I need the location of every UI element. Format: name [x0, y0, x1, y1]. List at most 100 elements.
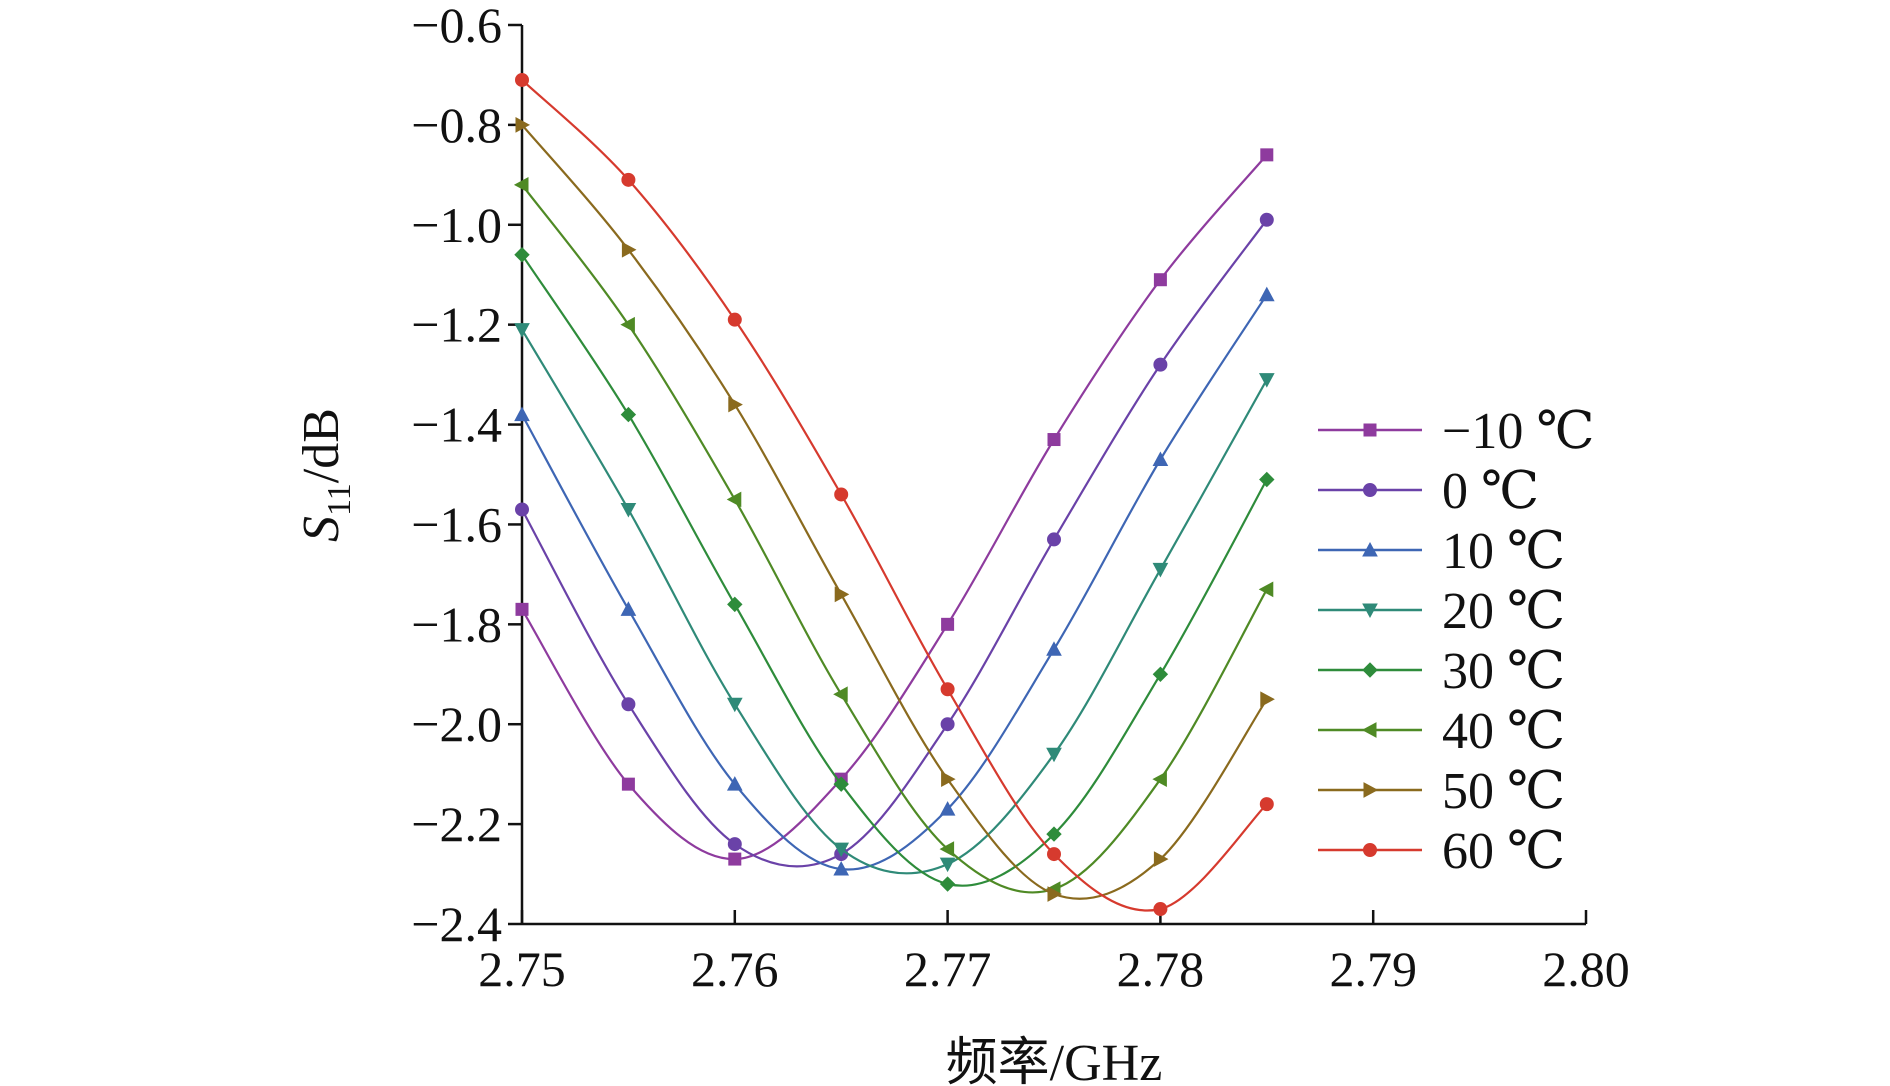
series-2	[514, 286, 1275, 876]
data-point	[621, 172, 636, 187]
series-line	[521, 79, 1268, 912]
legend-marker	[1363, 483, 1377, 497]
x-tick-label: 2.77	[904, 941, 992, 997]
data-point	[1152, 666, 1169, 682]
data-point	[940, 717, 955, 732]
data-point	[1047, 886, 1063, 902]
data-point	[1258, 581, 1274, 598]
legend-item: 60 ℃	[1318, 823, 1565, 880]
data-point	[833, 861, 850, 876]
data-point	[515, 502, 529, 517]
y-tick-label: −2.4	[411, 896, 502, 952]
series-4	[514, 247, 1275, 892]
series-line	[521, 184, 1268, 894]
legend-item: 10 ℃	[1318, 523, 1565, 580]
data-point	[1259, 797, 1274, 812]
data-point	[1258, 286, 1275, 302]
data-point	[515, 72, 529, 87]
legend-label: −10 ℃	[1442, 403, 1595, 460]
series-line	[521, 254, 1268, 887]
legend-marker	[1361, 722, 1377, 738]
series-line	[521, 329, 1268, 875]
y-tick-label: −0.6	[411, 0, 502, 53]
data-point	[1152, 771, 1167, 787]
data-point	[833, 842, 850, 858]
data-point	[939, 841, 955, 857]
legend-item: −10 ℃	[1318, 403, 1595, 460]
legend-label: 50 ℃	[1442, 763, 1565, 820]
legend-item: 30 ℃	[1318, 643, 1565, 700]
data-point	[1047, 433, 1061, 447]
data-point	[621, 241, 637, 258]
legend-item: 50 ℃	[1318, 763, 1565, 820]
data-point	[726, 776, 743, 791]
data-point	[834, 487, 849, 502]
data-point	[1259, 471, 1275, 488]
data-point	[939, 801, 956, 816]
legend-item: 0 ℃	[1318, 463, 1539, 520]
data-point	[1047, 847, 1061, 862]
data-point	[1153, 902, 1168, 917]
y-tick-label: −1.0	[411, 197, 502, 253]
legend-label: 30 ℃	[1442, 643, 1565, 700]
y-tick-label: −1.6	[411, 496, 502, 552]
data-point	[620, 502, 637, 518]
data-point	[939, 876, 956, 892]
data-point	[1153, 851, 1169, 867]
data-point	[514, 406, 530, 422]
legend-label: 60 ℃	[1442, 823, 1565, 880]
data-point	[833, 686, 848, 703]
x-axis-title: 频率/GHz	[946, 1035, 1163, 1086]
series-5	[513, 176, 1274, 897]
legend-label: 10 ℃	[1442, 523, 1565, 580]
data-point	[940, 682, 955, 697]
series-0	[515, 148, 1274, 866]
data-point	[1258, 373, 1275, 388]
data-point	[833, 776, 849, 792]
data-point	[727, 312, 742, 327]
data-point	[1046, 641, 1062, 656]
legend-label: 20 ℃	[1442, 583, 1565, 640]
data-point	[620, 601, 637, 616]
legend-label: 0 ℃	[1442, 463, 1539, 520]
data-point	[939, 857, 956, 873]
y-tick-label: −1.2	[411, 297, 502, 353]
data-point	[727, 596, 743, 613]
y-axis-title-var: S	[293, 516, 350, 542]
series-layer	[513, 72, 1275, 917]
data-point	[1046, 826, 1062, 842]
legend-marker	[1362, 603, 1378, 619]
data-point	[1153, 357, 1168, 372]
series-line	[521, 124, 1268, 900]
data-point	[1259, 212, 1274, 227]
data-point	[726, 697, 743, 713]
legend-marker	[1362, 541, 1378, 557]
x-tick-label: 2.75	[478, 941, 566, 997]
legend-marker	[1362, 662, 1378, 678]
data-point	[513, 176, 529, 193]
data-point	[1260, 691, 1275, 708]
data-point	[728, 852, 742, 866]
y-tick-label: −1.4	[411, 397, 502, 453]
data-point	[620, 406, 637, 423]
data-point	[514, 247, 530, 263]
y-tick-label: −1.8	[411, 596, 502, 652]
data-point	[515, 602, 529, 616]
x-tick-label: 2.80	[1542, 941, 1630, 997]
y-tick-label: −2.0	[411, 696, 502, 752]
data-point	[515, 117, 531, 133]
legend-item: 40 ℃	[1318, 703, 1565, 760]
series-3	[514, 323, 1275, 875]
legend-marker	[1363, 782, 1379, 798]
y-axis-title: S11/dB	[293, 408, 358, 542]
data-point	[1153, 273, 1167, 287]
x-tick-label: 2.79	[1329, 941, 1417, 997]
legend-label: 40 ℃	[1442, 703, 1565, 760]
legend-marker	[1363, 843, 1377, 857]
legend: −10 ℃0 ℃10 ℃20 ℃30 ℃40 ℃50 ℃60 ℃	[1318, 403, 1595, 880]
data-point	[621, 697, 636, 712]
y-tick-label: −2.2	[411, 796, 502, 852]
y-axis-title-unit: /dB	[293, 408, 350, 483]
data-point	[834, 586, 850, 603]
